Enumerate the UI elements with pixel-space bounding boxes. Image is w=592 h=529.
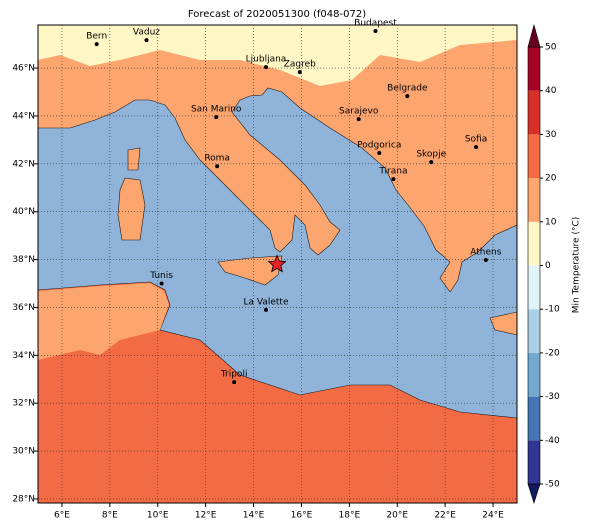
colorbar-band [528, 265, 540, 310]
colorbar-tick-label: -10 [545, 305, 560, 315]
colorbar-band [528, 47, 540, 91]
colorbar-band [528, 178, 540, 222]
city-label: Tripoli [220, 370, 248, 380]
colorbar-tick-label: 20 [545, 174, 557, 184]
colorbar-band [528, 134, 540, 179]
colorbar-tick-label: -30 [545, 392, 560, 402]
colorbar-tick-label: 40 [545, 86, 557, 96]
lon-tick-label: 18°E [339, 511, 361, 521]
city-label: Ljubljana [246, 55, 287, 65]
colorbar-tick-label: -20 [545, 348, 560, 358]
lat-tick-label: 40°N [12, 207, 35, 217]
title: Forecast of 2020051300 (f048-072) [188, 9, 366, 20]
city-label: Vaduz [133, 28, 160, 38]
city-label: Tunis [149, 271, 173, 281]
lon-tick-label: 10°E [147, 511, 169, 521]
cold-region [100, 46, 122, 60]
city-dot [297, 70, 302, 75]
city-label: Podgorica [357, 141, 401, 151]
city-dot [356, 117, 361, 122]
lon-tick-label: 22°E [434, 511, 456, 521]
lon-tick-label: 6°E [54, 511, 70, 521]
lat-tick-label: 32°N [12, 399, 35, 409]
colorbar-tick-label: -50 [545, 480, 560, 490]
lon-tick-label: 16°E [291, 511, 313, 521]
colorbar-band [528, 352, 540, 397]
forecast-point [267, 254, 287, 273]
city-dot [144, 38, 149, 43]
corsica [127, 147, 141, 171]
city-label: Skopje [416, 150, 446, 160]
city-dot [474, 145, 479, 150]
colorbar-tick-label: 0 [545, 261, 551, 271]
lat-tick-label: 42°N [12, 159, 35, 169]
colorbar-tick-label: 50 [545, 43, 557, 53]
colorbar-under [527, 483, 541, 504]
city-label: San Marino [191, 105, 242, 115]
city-dot [159, 281, 164, 286]
city-dot [405, 94, 410, 99]
city-label: Belgrade [387, 84, 428, 94]
colorbar-tick-label: 30 [545, 130, 557, 140]
city-dot [94, 42, 99, 47]
colorbar-band [528, 440, 540, 484]
lon-tick-label: 14°E [243, 511, 265, 521]
lat-tick-label: 28°N [12, 494, 35, 504]
city-dot [264, 307, 269, 312]
city-dot [215, 164, 220, 169]
colorbar-tick-label: 10 [545, 217, 557, 227]
city-label: La Valette [244, 297, 289, 307]
lat-tick-label: 44°N [12, 111, 35, 121]
colorbar-band [528, 309, 540, 353]
lat-tick-label: 36°N [12, 303, 35, 313]
sicily [217, 255, 283, 286]
lat-tick-label: 34°N [12, 351, 35, 361]
colorbar-band [528, 90, 540, 135]
map-frame [37, 24, 518, 504]
colorbar-label: Min Temperature (°C) [572, 217, 582, 314]
africa-mild [38, 283, 169, 360]
lon-tick-label: 20°E [386, 511, 408, 521]
colorbar-band [528, 221, 540, 266]
city-label: Athens [470, 248, 501, 258]
city-label: Roma [204, 154, 230, 164]
city-dot [214, 115, 219, 120]
lat-tick-label: 46°N [12, 64, 35, 74]
city-label: Budapest [354, 18, 397, 28]
city-dot [391, 177, 396, 182]
city-label: Zagreb [284, 60, 316, 70]
lon-tick-label: 12°E [195, 511, 217, 521]
lat-tick-label: 30°N [12, 447, 35, 457]
city-dot [264, 65, 269, 70]
city-label: Sarajevo [339, 107, 379, 117]
city-label: Sofia [465, 135, 487, 145]
city-dot [373, 28, 378, 33]
lat-tick-label: 38°N [12, 255, 35, 265]
sardinia [117, 177, 146, 241]
lon-tick-label: 24°E [482, 511, 504, 521]
lon-tick-label: 8°E [102, 511, 118, 521]
city-dot [377, 151, 382, 156]
city-dot [232, 380, 237, 385]
city-label: Bern [86, 32, 107, 42]
city-label: Tirana [378, 167, 407, 177]
city-dot [429, 160, 434, 165]
city-dot [483, 258, 488, 263]
colorbar-over [527, 23, 541, 48]
colorbar-tick-label: -40 [545, 436, 560, 446]
colorbar-band [528, 396, 540, 441]
